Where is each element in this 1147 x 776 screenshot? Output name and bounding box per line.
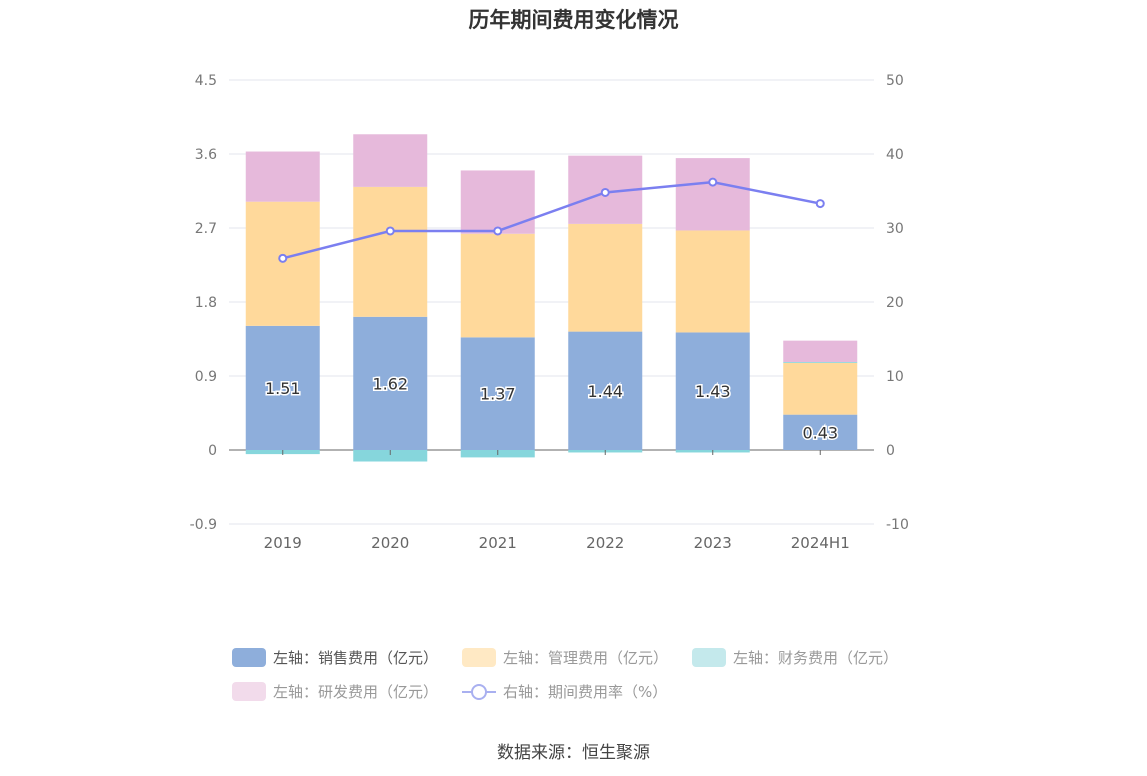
legend-label: 左轴：研发费用（亿元） [273, 682, 439, 701]
data-source: 数据来源：恒生聚源 [497, 743, 650, 763]
rate-point [708, 177, 718, 187]
right-axis-tick-label: 50 [886, 73, 904, 89]
bar-admin [568, 223, 643, 332]
legend-item[interactable]: 右轴：期间费用率（%） [462, 681, 667, 702]
legend-item[interactable]: 左轴：财务费用（亿元） [692, 647, 898, 668]
legend-swatch [232, 647, 266, 667]
right-axis-tick-label: 40 [886, 147, 904, 163]
bar-rd [460, 170, 535, 234]
right-axis-tick-label: 10 [886, 369, 904, 385]
legend-swatch [462, 647, 497, 667]
data-label-sales: 1.37 [480, 385, 516, 404]
bar-admin [353, 186, 428, 317]
left-axis-tick-label: 3.6 [195, 147, 217, 163]
left-axis-tick-label: 2.7 [195, 221, 217, 237]
bar-admin [783, 362, 858, 415]
rate-point [385, 226, 395, 236]
legend-item[interactable]: 左轴：管理费用（亿元） [462, 647, 668, 668]
legend-swatch [692, 647, 727, 667]
legend-row: 左轴：销售费用（亿元） 左轴：管理费用（亿元） 左轴：财务费用（亿元） [232, 640, 932, 674]
legend-line-marker-icon [462, 682, 497, 701]
chart-title: 历年期间费用变化情况 [468, 8, 679, 32]
left-axis-tick-label: 0 [208, 443, 217, 459]
data-label-sales: 1.51 [265, 379, 301, 398]
bar-rd [675, 158, 750, 231]
bar-sales [783, 414, 858, 450]
legend-row: 左轴：研发费用（亿元） 右轴：期间费用率（%） [232, 674, 932, 708]
rate-point [278, 253, 288, 263]
bar-sales [353, 316, 428, 450]
bar-sales [675, 332, 750, 450]
legend-item[interactable]: 左轴：销售费用（亿元） [232, 647, 438, 668]
x-axis-tick-label: 2022 [586, 534, 624, 552]
bar-rd [245, 151, 320, 202]
left-axis-tick-label: 0.9 [195, 369, 217, 385]
bar-sales [568, 331, 643, 450]
bar-admin [245, 201, 320, 326]
bar-finance [783, 362, 858, 363]
data-label-sales: 0.43 [802, 423, 838, 442]
x-axis-tick-label: 2020 [371, 534, 409, 552]
right-axis-tick-label: 20 [886, 295, 904, 311]
bar-sales [460, 337, 535, 450]
legend-label: 右轴：期间费用率（%） [503, 682, 668, 701]
bar-sales [245, 325, 320, 450]
right-axis-tick-label: 30 [886, 221, 904, 237]
legend-item[interactable]: 左轴：研发费用（亿元） [232, 681, 438, 702]
left-axis-tick-label: 4.5 [195, 73, 217, 89]
rate-line [282, 180, 821, 260]
bar-rd [353, 134, 428, 187]
data-label-sales: 1.43 [695, 382, 731, 401]
legend-swatch [232, 681, 266, 701]
legend-label: 左轴：财务费用（亿元） [733, 648, 899, 667]
rate-point [493, 226, 503, 236]
chart-legend: 左轴：销售费用（亿元） 左轴：管理费用（亿元） 左轴：财务费用（亿元） 左轴：研发费… [232, 640, 932, 708]
left-axis-tick-label: -0.9 [190, 517, 217, 533]
rate-point [600, 187, 610, 197]
x-axis-tick-label: 2021 [479, 534, 517, 552]
right-axis-tick-label: -10 [886, 517, 909, 533]
bar-admin [675, 230, 750, 333]
bar-admin [460, 233, 535, 338]
legend-label: 左轴：管理费用（亿元） [503, 648, 669, 667]
bar-finance [353, 450, 428, 462]
right-axis-tick-label: 0 [886, 443, 895, 459]
x-axis-tick-label: 2023 [694, 534, 732, 552]
left-axis-tick-label: 1.8 [195, 295, 217, 311]
x-axis-tick-label: 2024H1 [791, 534, 850, 552]
rate-point [815, 199, 825, 209]
bar-rd [783, 340, 858, 363]
legend-label: 左轴：销售费用（亿元） [273, 648, 439, 667]
data-label-sales: 1.44 [587, 382, 623, 401]
data-label-sales: 1.62 [372, 374, 408, 393]
x-axis-tick-label: 2019 [264, 534, 302, 552]
